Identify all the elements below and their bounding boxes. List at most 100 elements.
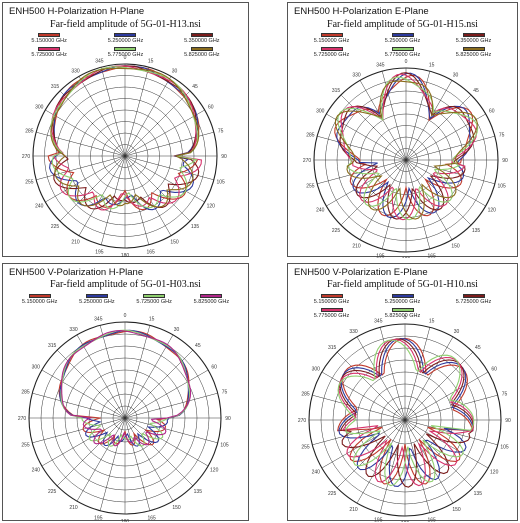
legend-label: 5.725000 GHz bbox=[455, 299, 492, 305]
polar-spoke bbox=[124, 417, 209, 467]
plot-title: Far-field amplitude of 5G-01-H03.nsi bbox=[50, 279, 201, 290]
angle-tick-label: 300 bbox=[35, 105, 44, 111]
polar-spoke bbox=[78, 155, 126, 236]
angle-tick-label: 105 bbox=[216, 180, 225, 186]
angle-tick-label: 330 bbox=[349, 329, 358, 335]
legend-swatch bbox=[391, 308, 414, 312]
angle-tick-label: 285 bbox=[306, 132, 315, 138]
polar-spoke bbox=[99, 325, 126, 419]
legend-swatch bbox=[462, 33, 485, 37]
polar-spoke bbox=[404, 336, 454, 421]
angle-tick-label: 90 bbox=[225, 416, 231, 422]
polar-spoke bbox=[312, 419, 406, 446]
legend-item: 5.725000 GHz bbox=[296, 47, 367, 58]
series-line bbox=[337, 76, 479, 221]
legend: 5.150000 GHz 5.250000 GHz 5.725000 GHz 5.82… bbox=[11, 294, 240, 314]
polar-spoke bbox=[124, 90, 191, 157]
angle-tick-label: 180 bbox=[402, 257, 411, 258]
polar-spoke bbox=[36, 155, 126, 181]
legend-swatch bbox=[200, 294, 223, 298]
angle-tick-label: 15 bbox=[429, 62, 435, 68]
angle-tick-label: 75 bbox=[222, 389, 228, 395]
legend-item: 5.725000 GHz bbox=[126, 294, 183, 305]
legend-label: 5.725000 GHz bbox=[313, 52, 350, 58]
polar-spoke bbox=[59, 90, 126, 157]
angle-tick-label: 180 bbox=[121, 519, 130, 522]
series-line bbox=[61, 330, 192, 447]
polar-spoke bbox=[76, 417, 126, 502]
angle-tick-label: 300 bbox=[32, 365, 41, 371]
polar-plot: 0 15 30 45 60 75 90 105 120 135 150 165 180 195 210 225… bbox=[18, 313, 231, 522]
polar-spoke bbox=[124, 155, 214, 181]
angle-tick-label: 270 bbox=[303, 158, 312, 164]
angle-tick-label: 270 bbox=[18, 416, 27, 422]
series-line bbox=[60, 329, 191, 447]
angle-tick-label: 165 bbox=[427, 517, 436, 522]
legend-swatch bbox=[190, 33, 213, 37]
angle-tick-label: 0 bbox=[124, 55, 127, 61]
angle-tick-label: 195 bbox=[94, 515, 103, 521]
angle-tick-label: 225 bbox=[332, 228, 341, 234]
angle-tick-label: 30 bbox=[454, 329, 460, 335]
angle-tick-label: 150 bbox=[451, 244, 460, 250]
legend-label: 5.250000 GHz bbox=[384, 299, 421, 305]
angle-tick-label: 255 bbox=[25, 180, 34, 186]
legend-item: 5.350000 GHz bbox=[164, 33, 240, 44]
legend-item: 5.150000 GHz bbox=[296, 294, 367, 305]
legend-item: 5.350000 GHz bbox=[438, 33, 509, 44]
legend-label: 5.150000 GHz bbox=[313, 299, 350, 305]
polar-spoke bbox=[405, 94, 472, 161]
legend-label: 5.725000 GHz bbox=[31, 52, 67, 58]
legend-label: 5.825000 GHz bbox=[384, 313, 421, 319]
angle-tick-label: 285 bbox=[21, 389, 30, 395]
angle-tick-label: 120 bbox=[207, 204, 216, 210]
legend-swatch bbox=[190, 47, 213, 51]
angle-tick-label: 0 bbox=[124, 313, 127, 319]
angle-tick-label: 240 bbox=[35, 204, 44, 210]
angle-tick-label: 315 bbox=[48, 343, 57, 349]
legend-label: 5.775000 GHz bbox=[384, 52, 421, 58]
polar-spoke bbox=[321, 371, 406, 421]
polar-spoke bbox=[78, 76, 126, 157]
legend-item: 5.250000 GHz bbox=[367, 294, 438, 305]
angle-tick-label: 315 bbox=[328, 345, 337, 351]
legend: 5.150000 GHz 5.250000 GHz 5.350000 GHz 5.72… bbox=[296, 33, 509, 63]
legend-label: 5.150000 GHz bbox=[21, 299, 58, 305]
angle-tick-label: 105 bbox=[220, 443, 229, 449]
plot-title: Far-field amplitude of 5G-01-H10.nsi bbox=[327, 279, 478, 290]
legend-swatch bbox=[320, 47, 343, 51]
polar-spoke bbox=[124, 369, 209, 419]
angle-tick-label: 255 bbox=[21, 443, 30, 449]
angle-tick-label: 285 bbox=[301, 391, 310, 397]
chart-panel-v-pol-h-plane: ENH500 V-Polarization H-Plane Far-field … bbox=[2, 263, 249, 522]
polar-spoke bbox=[124, 349, 194, 419]
legend-label: 5.775000 GHz bbox=[313, 313, 350, 319]
legend-item: 5.250000 GHz bbox=[367, 33, 438, 44]
legend: 5.150000 GHz 5.250000 GHz 5.725000 GHz 5.77… bbox=[296, 294, 509, 324]
angle-tick-label: 195 bbox=[376, 254, 385, 258]
series-line bbox=[58, 330, 190, 446]
legend-item: 5.825000 GHz bbox=[367, 308, 438, 319]
series-line bbox=[337, 339, 475, 487]
polar-spoke bbox=[404, 394, 498, 421]
angle-tick-label: 135 bbox=[472, 228, 481, 234]
polar-spoke bbox=[405, 159, 453, 240]
angle-tick-label: 150 bbox=[172, 505, 181, 511]
series-line bbox=[334, 75, 474, 217]
legend-item: 5.250000 GHz bbox=[68, 294, 125, 305]
angle-tick-label: 60 bbox=[489, 109, 495, 115]
legend-item: 5.775000 GHz bbox=[87, 47, 163, 58]
angle-tick-label: 135 bbox=[474, 491, 483, 497]
polar-spoke bbox=[404, 419, 474, 489]
legend-item: 5.150000 GHz bbox=[11, 294, 68, 305]
angle-tick-label: 180 bbox=[121, 253, 130, 258]
polar-spoke bbox=[124, 417, 151, 511]
polar-plot: 0 15 30 45 60 75 90 105 120 135 150 165 180 195 210 225… bbox=[298, 315, 511, 522]
legend-swatch bbox=[391, 294, 414, 298]
polar-spoke bbox=[356, 336, 406, 421]
legend-item: 5.825000 GHz bbox=[183, 294, 240, 305]
polar-spoke bbox=[56, 349, 126, 419]
polar-spoke bbox=[340, 159, 407, 226]
legend-item: 5.150000 GHz bbox=[11, 33, 87, 44]
angle-tick-label: 165 bbox=[147, 515, 156, 521]
